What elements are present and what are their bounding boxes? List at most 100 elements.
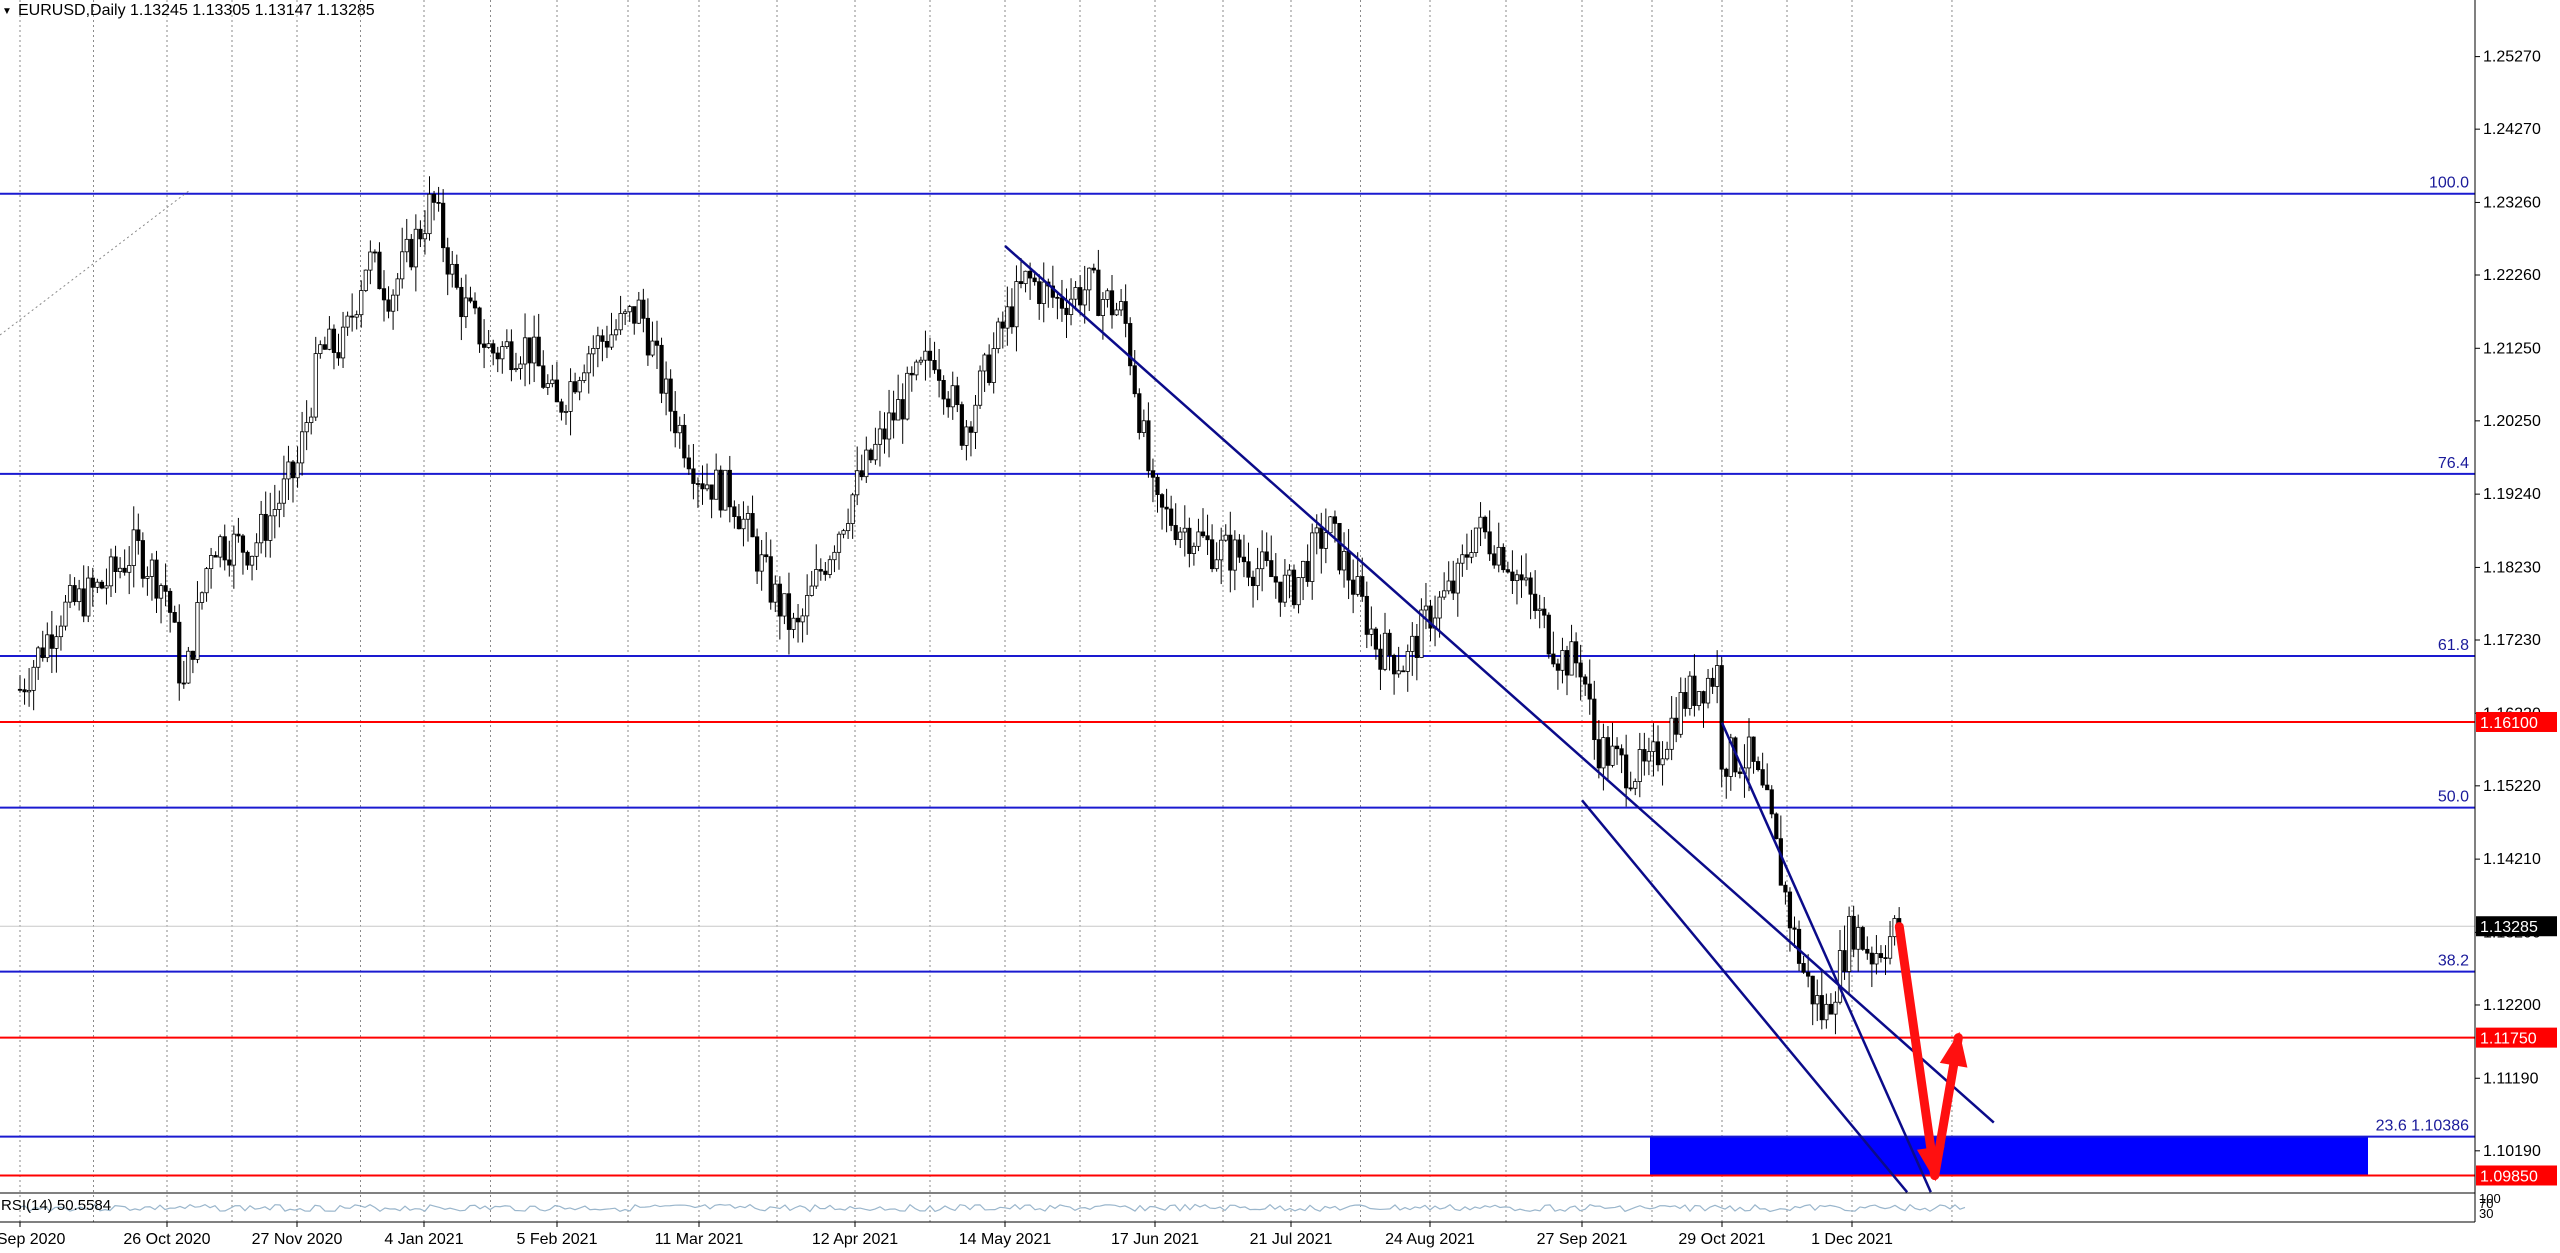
candle: [1023, 270, 1028, 293]
candle-body: [1792, 927, 1797, 930]
candle-body: [1346, 551, 1351, 581]
candle: [1715, 650, 1720, 704]
candle-body: [463, 297, 469, 318]
y-tick-label: 1.17230: [2483, 632, 2541, 649]
candle-body: [877, 428, 883, 445]
candle: [755, 528, 760, 584]
candle-body: [354, 314, 359, 318]
candle-body: [1633, 781, 1638, 789]
candle: [318, 340, 323, 359]
candle: [1228, 511, 1233, 593]
candle-body: [286, 461, 291, 480]
candle-body: [959, 404, 964, 446]
candle: [272, 484, 277, 539]
candle-body: [1255, 568, 1260, 587]
fib-level-label: 38.2: [2438, 953, 2469, 970]
candle-body: [1728, 737, 1733, 777]
support-zone-layer: [1650, 1137, 2368, 1176]
candle-body: [627, 306, 632, 313]
candle: [1241, 534, 1247, 578]
price-level-tag: [2476, 1027, 2557, 1048]
candle: [1469, 529, 1474, 564]
candle-body: [1109, 290, 1115, 316]
candle-body: [77, 588, 82, 603]
collapse-arrow-icon[interactable]: ▼: [2, 6, 12, 17]
candle: [1337, 522, 1342, 575]
candle: [1596, 719, 1601, 779]
candle: [1769, 785, 1774, 819]
candle: [577, 376, 582, 401]
candle-body: [1628, 787, 1633, 790]
candle-body: [58, 625, 64, 638]
channel-trend-line: [1720, 722, 1932, 1193]
candle-body: [1637, 749, 1642, 782]
candle: [327, 316, 332, 351]
candle: [550, 364, 555, 388]
candle-body: [768, 556, 773, 603]
candle-body: [632, 306, 637, 324]
candle: [181, 660, 186, 689]
candle: [231, 525, 236, 589]
candle: [582, 364, 587, 384]
candle: [1401, 665, 1406, 673]
candle: [1460, 544, 1465, 577]
candle-body: [72, 585, 77, 603]
candle: [422, 210, 428, 255]
candle: [1146, 402, 1151, 478]
candle: [441, 189, 446, 263]
candle-body: [45, 634, 50, 659]
candle-body: [450, 263, 455, 275]
candle-body: [1191, 545, 1196, 554]
candle: [586, 345, 591, 394]
candlestick-series: [17, 176, 1902, 1035]
y-tick-label: 1.12200: [2483, 997, 2541, 1014]
horizontal-levels: [0, 192, 2475, 1177]
candle-body: [859, 470, 864, 478]
candle: [1423, 582, 1429, 630]
candle: [40, 630, 45, 662]
candle-body: [186, 650, 191, 684]
candle: [600, 329, 605, 362]
candle-body: [309, 416, 314, 423]
candle: [1005, 286, 1010, 346]
y-tick-label: 1.10190: [2483, 1143, 2541, 1160]
candle-body: [764, 554, 769, 558]
candle: [1746, 718, 1752, 792]
candle: [136, 513, 141, 555]
candle-body: [1437, 596, 1442, 619]
candle: [1528, 572, 1533, 620]
candle: [145, 566, 150, 596]
x-tick-label: 24 Aug 2021: [1385, 1231, 1475, 1248]
candle: [991, 332, 996, 394]
candle: [368, 240, 373, 285]
x-tick-label: 23 Sep 2020: [0, 1231, 65, 1248]
candle: [1119, 289, 1124, 317]
candle-body: [723, 469, 728, 511]
candle: [1724, 767, 1729, 799]
candle: [1660, 741, 1665, 786]
candle-body: [1692, 675, 1697, 706]
candle-body: [591, 347, 596, 355]
candle: [1815, 979, 1820, 1022]
candle: [1856, 914, 1861, 972]
candle-body: [654, 340, 660, 346]
candle: [254, 533, 259, 571]
candle-body: [1173, 525, 1178, 540]
candle-body: [81, 588, 86, 617]
forecast-arrowhead-down: [1916, 1145, 1945, 1182]
candle: [1014, 265, 1019, 352]
candle-body: [158, 585, 164, 599]
candle-body: [1264, 551, 1269, 561]
candle: [937, 349, 942, 398]
candle-body: [254, 542, 259, 557]
candle: [81, 565, 86, 623]
price-level-tag-text: 1.11750: [2480, 1031, 2537, 1048]
candle: [1646, 737, 1651, 776]
candle-body: [1751, 736, 1756, 762]
candle-body: [554, 379, 560, 403]
candle: [982, 352, 987, 392]
candle: [1173, 503, 1178, 546]
candle: [154, 550, 159, 614]
